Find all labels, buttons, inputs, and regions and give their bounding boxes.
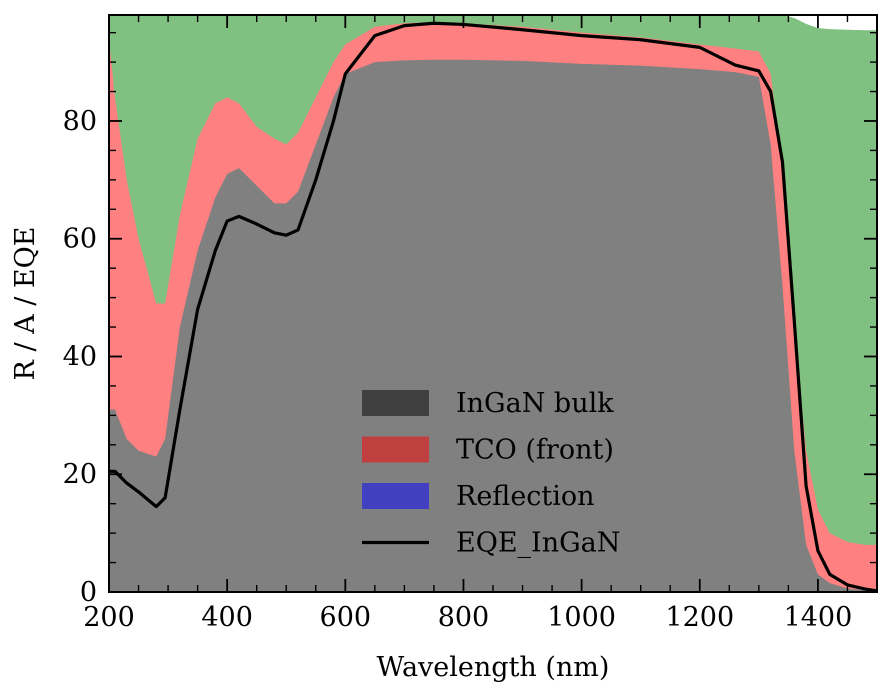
x-tick-label: 1000	[547, 602, 616, 633]
y-tick-label: 60	[63, 224, 97, 255]
legend-label: Reflection	[456, 481, 595, 512]
x-tick-label: 200	[83, 602, 135, 633]
area-ingan-bulk	[109, 59, 877, 592]
x-tick-label: 800	[438, 602, 490, 633]
legend-swatch	[362, 390, 429, 416]
x-tick-label: 1200	[665, 602, 734, 633]
axis-ticks	[108, 15, 878, 593]
legend-swatch	[362, 436, 429, 463]
legend-item: TCO (front)	[362, 435, 614, 466]
legend-label: TCO (front)	[456, 435, 614, 466]
legend-item: EQE_InGaN	[362, 528, 620, 559]
legend-item: InGaN bulk	[362, 388, 614, 419]
legend-label: EQE_InGaN	[456, 528, 620, 559]
y-tick-label: 0	[80, 577, 97, 608]
x-axis-label: Wavelength (nm)	[377, 652, 610, 683]
legend: InGaN bulk TCO (front) Reflection EQE_InGaN	[362, 388, 620, 559]
y-tick-label: 40	[63, 341, 97, 372]
x-tick-label: 600	[320, 602, 372, 633]
legend-label: InGaN bulk	[456, 388, 614, 419]
area-layers	[109, 15, 877, 592]
legend-item: Reflection	[362, 481, 595, 512]
x-tick-label: 1400	[784, 602, 853, 633]
line-layers	[109, 21, 877, 592]
y-axis-label: R / A / EQE	[10, 227, 41, 381]
x-tick-label: 400	[201, 602, 253, 633]
tick-labels: 200 400 600 800 1000 1200 1400 0 20 40 60 80	[63, 106, 853, 633]
y-tick-label: 80	[63, 106, 97, 137]
eqe-line	[109, 21, 877, 592]
legend-swatch	[362, 483, 429, 509]
y-tick-label: 20	[63, 459, 97, 490]
